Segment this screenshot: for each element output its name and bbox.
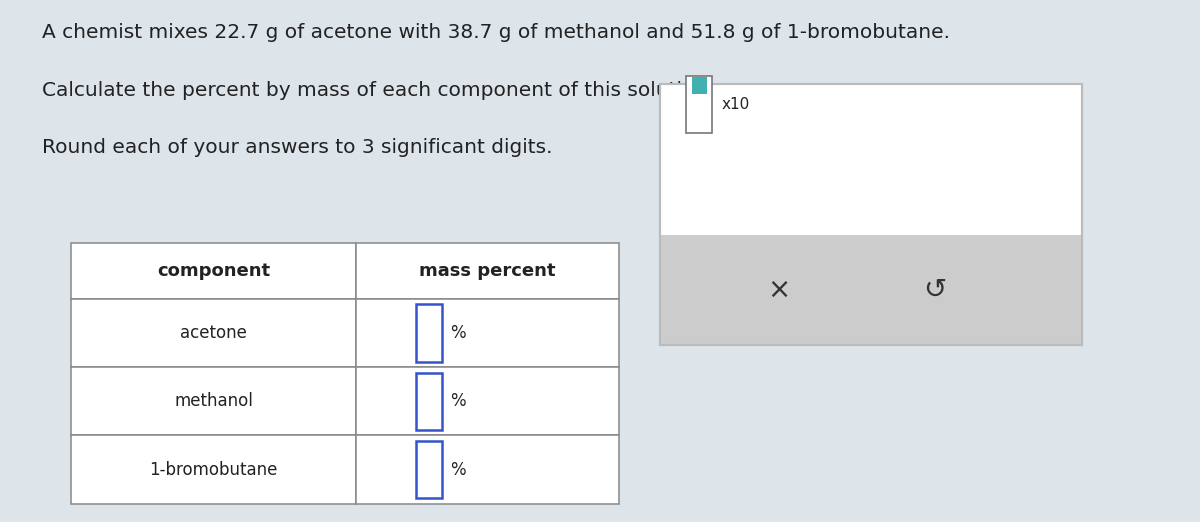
Text: Calculate the percent by mass of each component of this solution.: Calculate the percent by mass of each co… [42, 81, 713, 100]
Text: 1-bromobutane: 1-bromobutane [150, 460, 278, 479]
Bar [660, 84, 1082, 345]
Bar [416, 373, 442, 430]
Bar [660, 84, 1082, 345]
Text: %: % [450, 324, 466, 342]
Bar [692, 77, 707, 94]
Text: Round each of your answers to 3 significant digits.: Round each of your answers to 3 signific… [42, 138, 552, 157]
Text: component: component [157, 262, 270, 280]
Text: ↺: ↺ [923, 276, 947, 304]
Bar [71, 367, 356, 435]
Text: acetone: acetone [180, 324, 247, 342]
Bar [356, 367, 618, 435]
Bar [686, 76, 713, 133]
Text: ×: × [767, 276, 790, 304]
Text: %: % [450, 393, 466, 410]
Text: %: % [450, 460, 466, 479]
Text: methanol: methanol [174, 393, 253, 410]
Bar [71, 243, 356, 299]
Bar [356, 299, 618, 367]
Bar [71, 435, 356, 504]
Text: x10: x10 [722, 97, 750, 112]
Text: mass percent: mass percent [419, 262, 556, 280]
Bar [356, 243, 618, 299]
Bar [416, 441, 442, 499]
Bar [356, 435, 618, 504]
Bar [660, 235, 1082, 345]
Bar [71, 299, 356, 367]
Bar [416, 304, 442, 362]
Text: A chemist mixes 22.7 g of acetone with 38.7 g of methanol and 51.8 g of 1-bromob: A chemist mixes 22.7 g of acetone with 3… [42, 23, 949, 42]
